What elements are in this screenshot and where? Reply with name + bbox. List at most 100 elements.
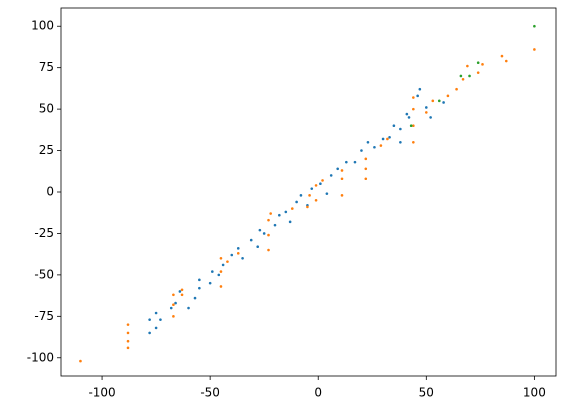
scatter-point — [321, 179, 324, 182]
scatter-point — [353, 160, 357, 164]
scatter-point — [381, 137, 385, 141]
scatter-point — [290, 207, 294, 210]
y-tick-label: 25 — [39, 143, 54, 157]
scatter-point — [198, 278, 201, 282]
scatter-point — [364, 177, 368, 181]
scatter-point — [364, 157, 368, 161]
scatter-point — [126, 323, 130, 326]
scatter-point — [416, 94, 419, 98]
x-tick-label: 0 — [314, 386, 322, 400]
scatter-point — [172, 303, 175, 307]
scatter-point — [262, 232, 266, 235]
scatter-point — [340, 177, 344, 181]
scatter-point — [241, 257, 244, 260]
scatter-point — [500, 54, 504, 58]
scatter-point — [476, 71, 480, 74]
scatter-point — [386, 137, 389, 141]
scatter-point — [364, 167, 368, 171]
scatter-point — [340, 194, 344, 197]
scatter-point — [148, 318, 151, 321]
scatter-point — [306, 205, 309, 209]
scatter-point — [314, 184, 318, 187]
y-tick-label: 75 — [39, 60, 54, 74]
scatter-point — [314, 198, 318, 202]
scatter-point — [267, 248, 270, 252]
scatter-point — [481, 63, 484, 66]
scatter-point — [425, 106, 428, 109]
scatter-point — [418, 87, 422, 91]
scatter-point — [399, 140, 402, 144]
scatter-point — [409, 124, 413, 127]
scatter-point — [366, 140, 370, 144]
scatter-point — [308, 194, 311, 197]
scatter-point — [405, 112, 409, 116]
scatter-point — [455, 87, 458, 91]
x-tick-label: -100 — [88, 386, 115, 400]
scatter-point — [461, 77, 465, 81]
scatter-point — [412, 107, 415, 111]
scatter-point — [236, 252, 240, 255]
scatter-point — [193, 296, 197, 300]
scatter-point — [273, 223, 277, 227]
scatter-point — [325, 192, 329, 195]
scatter-point — [533, 24, 536, 28]
scatter-point — [278, 213, 281, 217]
scatter-point — [198, 286, 201, 290]
x-tick-label: 50 — [419, 386, 434, 400]
scatter-point — [466, 64, 469, 68]
scatter-point — [187, 306, 190, 310]
y-tick-label: 50 — [39, 102, 54, 116]
scatter-point — [437, 99, 441, 103]
scatter-point — [310, 187, 314, 190]
scatter-point — [226, 260, 229, 263]
scatter-point — [299, 194, 303, 197]
scatter-point — [388, 135, 391, 139]
scatter-point — [319, 182, 322, 186]
scatter-point — [79, 359, 82, 363]
scatter-point — [284, 210, 288, 214]
scatter-point — [267, 218, 270, 222]
scatter-point — [126, 331, 130, 335]
scatter-point — [295, 200, 298, 204]
scatter-point — [178, 290, 182, 293]
scatter-point — [288, 220, 292, 224]
scatter-point — [336, 167, 339, 171]
scatter-point — [267, 233, 270, 237]
scatter-point — [249, 238, 253, 242]
scatter-point — [269, 212, 272, 215]
scatter-point — [429, 116, 432, 119]
scatter-point — [504, 59, 508, 63]
scatter-point — [412, 96, 415, 99]
scatter-point — [399, 127, 402, 131]
scatter-point — [407, 116, 411, 119]
scatter-point — [329, 174, 333, 177]
scatter-point — [154, 326, 158, 330]
x-tick-label: -50 — [200, 386, 220, 400]
scatter-point — [459, 74, 463, 78]
scatter-point — [476, 61, 480, 65]
y-tick-label: -50 — [34, 267, 54, 281]
y-tick-label: 0 — [46, 185, 54, 199]
scatter-point — [208, 281, 212, 285]
scatter-point — [217, 273, 221, 277]
scatter-point — [172, 293, 175, 297]
scatter-point — [219, 270, 223, 273]
scatter-point — [256, 245, 260, 249]
scatter-point — [345, 160, 348, 164]
scatter-point — [180, 293, 184, 297]
scatter-point — [219, 285, 223, 288]
y-tick-label: -75 — [34, 309, 54, 323]
y-tick-label: 100 — [31, 19, 54, 33]
scatter-point — [221, 263, 225, 267]
plot-frame — [60, 7, 557, 377]
scatter-point — [172, 315, 175, 318]
scatter-point — [211, 270, 214, 273]
scatter-point — [373, 145, 376, 149]
x-tick-label: 100 — [523, 386, 546, 400]
scatter-point — [412, 140, 415, 144]
scatter-point — [412, 124, 415, 127]
scatter-point — [126, 346, 130, 350]
scatter-point — [148, 331, 151, 335]
scatter-point — [360, 149, 363, 152]
